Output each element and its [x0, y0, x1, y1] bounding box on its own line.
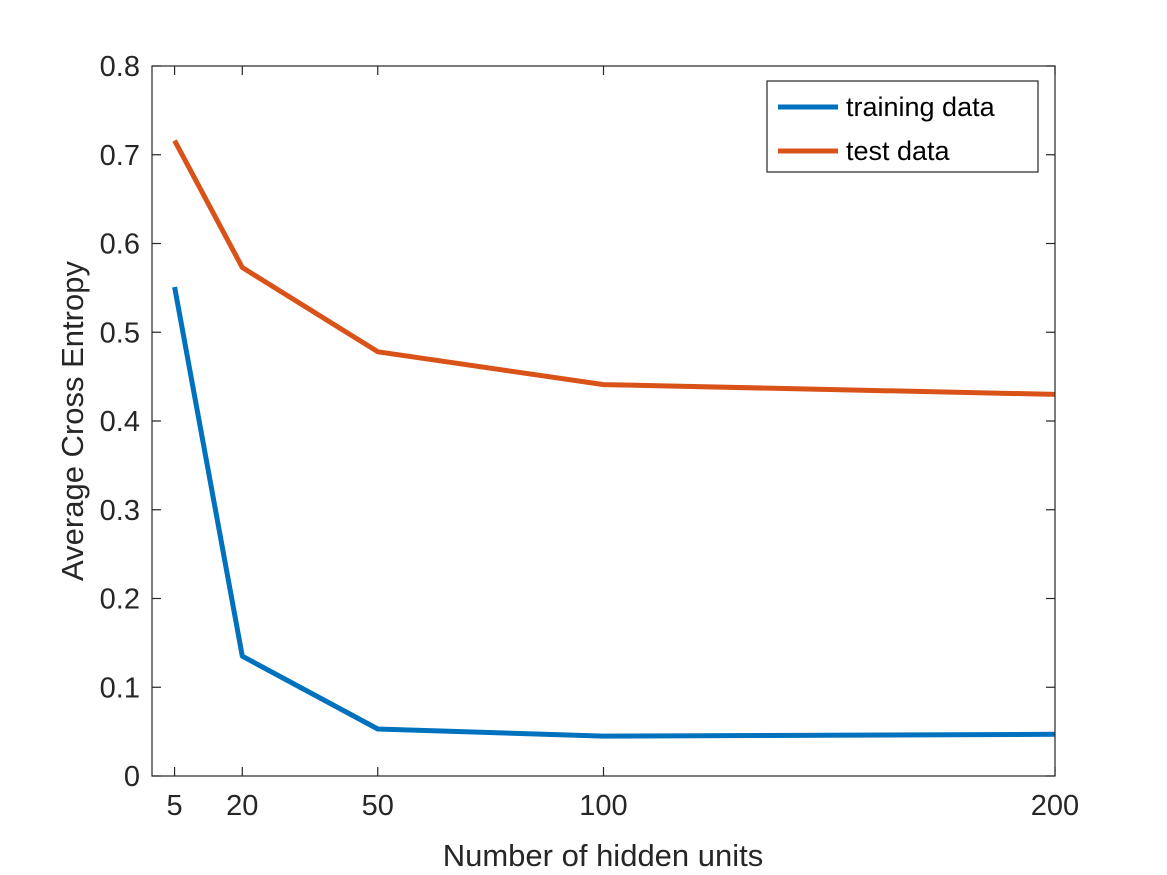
y-tick-label: 0.6 — [100, 229, 140, 261]
y-tick-label: 0.5 — [100, 317, 140, 349]
plot-frame — [151, 65, 1056, 777]
legend-label-training: training data — [846, 92, 996, 122]
y-tick-label: 0.2 — [100, 584, 140, 616]
y-tick-label: 0 — [124, 761, 140, 793]
x-tick-label: 200 — [1031, 790, 1079, 822]
legend: training data test data — [766, 80, 1039, 173]
y-tick-label: 0.4 — [100, 406, 140, 438]
y-axis-label: Average Cross Entropy — [55, 261, 90, 581]
x-tick-label: 50 — [362, 790, 394, 822]
y-tick-label: 0.1 — [100, 672, 140, 704]
x-axis-label: Number of hidden units — [443, 838, 764, 873]
x-tick-label: 100 — [579, 790, 627, 822]
labels-layer: 0 0.1 0.2 0.3 0.4 0.5 0.6 0.7 0.8 5 20 50 100 200 — [100, 51, 1080, 822]
x-tick-label: 20 — [226, 790, 258, 822]
ticks-layer — [152, 65, 1056, 777]
y-tick-label: 0.7 — [100, 140, 140, 172]
plot-area — [152, 66, 1055, 776]
y-tick-label: 0.3 — [100, 495, 140, 527]
series-layer — [172, 139, 1056, 739]
legend-box — [766, 80, 1039, 173]
series-line-training-data — [172, 286, 1056, 739]
y-tick-label: 0.8 — [100, 51, 140, 83]
series-line-test-data — [172, 139, 1056, 397]
legend-label-test: test data — [846, 136, 951, 166]
x-tick-label: 5 — [167, 790, 183, 822]
